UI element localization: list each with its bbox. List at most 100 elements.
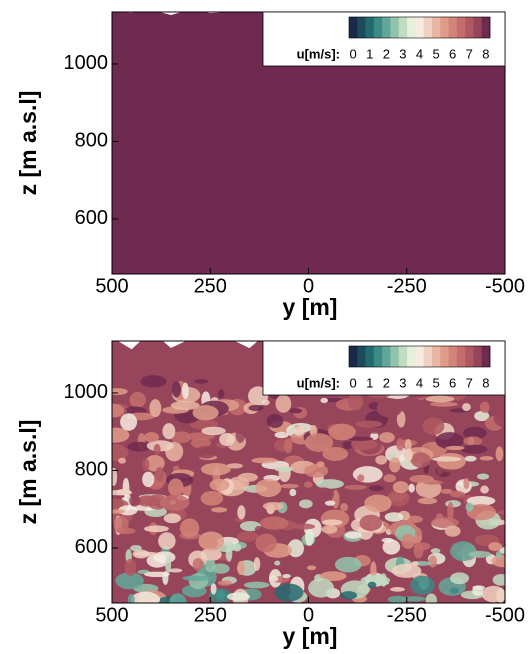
y-tick-label: 600 bbox=[75, 536, 108, 558]
colorbar-tick-label: 5 bbox=[432, 46, 439, 61]
colorbar-tick-label: 4 bbox=[416, 46, 423, 61]
colorbar-swatch bbox=[456, 346, 466, 367]
turbulent-eddy bbox=[254, 525, 263, 534]
turbulent-eddy bbox=[432, 456, 462, 462]
colorbar-swatch bbox=[465, 17, 474, 38]
turbulent-eddy bbox=[334, 556, 362, 573]
turbulent-eddy bbox=[287, 539, 304, 558]
turbulent-eddy bbox=[274, 466, 294, 472]
turbulent-eddy bbox=[464, 455, 477, 462]
turbulent-eddy bbox=[170, 400, 200, 411]
turbulent-eddy bbox=[445, 445, 465, 451]
x-axis-label: y [m] bbox=[283, 294, 338, 320]
turbulent-eddy bbox=[211, 507, 228, 513]
turbulent-eddy bbox=[280, 483, 299, 489]
turbulent-eddy bbox=[118, 457, 126, 464]
turbulent-eddy bbox=[304, 464, 329, 478]
turbulent-eddy bbox=[304, 433, 334, 452]
turbulent-eddy bbox=[376, 398, 403, 418]
turbulent-eddy bbox=[369, 485, 384, 492]
y-tick-label: 1000 bbox=[64, 381, 109, 403]
colorbar-swatch bbox=[349, 346, 358, 367]
turbulent-eddy bbox=[462, 403, 471, 412]
y-axis-label: z [m a.s.l] bbox=[15, 420, 41, 525]
contour-field bbox=[112, 12, 505, 274]
turbulent-eddy bbox=[134, 551, 159, 557]
turbulent-eddy bbox=[181, 450, 197, 467]
turbulent-eddy bbox=[237, 531, 259, 542]
turbulent-eddy bbox=[124, 558, 137, 577]
turbulent-eddy bbox=[232, 543, 242, 552]
turbulent-eddy bbox=[344, 484, 367, 490]
colorbar-swatch bbox=[398, 346, 408, 367]
colorbar-swatch bbox=[473, 346, 483, 367]
colorbar-tick-label: 2 bbox=[383, 375, 390, 390]
turbulent-eddy bbox=[292, 523, 316, 530]
turbulent-eddy bbox=[192, 405, 219, 421]
turbulent-eddy bbox=[142, 471, 155, 488]
turbulent-eddy bbox=[140, 375, 167, 388]
turbulent-eddy bbox=[449, 587, 459, 594]
turbulent-eddy bbox=[200, 490, 224, 506]
turbulent-eddy bbox=[115, 572, 144, 590]
colorbar-swatch bbox=[382, 17, 391, 38]
turbulent-eddy bbox=[417, 497, 438, 505]
turbulent-eddy bbox=[162, 423, 176, 440]
turbulent-eddy bbox=[218, 580, 232, 586]
turbulent-eddy bbox=[190, 437, 212, 449]
turbulent-eddy bbox=[159, 494, 190, 511]
turbulent-eddy bbox=[495, 550, 502, 559]
turbulent-eddy bbox=[266, 413, 284, 429]
turbulent-eddy bbox=[130, 544, 142, 552]
colorbar-tick-label: 3 bbox=[399, 46, 406, 61]
colorbar-label: u[m/s]: bbox=[297, 46, 340, 61]
turbulent-eddy bbox=[462, 426, 487, 440]
colorbar-swatch bbox=[373, 346, 383, 367]
x-tick-label: 250 bbox=[194, 604, 227, 626]
turbulent-eddy bbox=[181, 382, 189, 399]
turbulent-eddy bbox=[118, 505, 138, 516]
turbulent-eddy bbox=[384, 512, 404, 522]
colorbar-tick-label: 8 bbox=[482, 375, 489, 390]
turbulent-eddy bbox=[179, 518, 200, 538]
colorbar-swatch bbox=[365, 17, 375, 38]
turbulent-eddy bbox=[120, 413, 138, 431]
colorbar-swatch bbox=[431, 346, 441, 367]
turbulent-eddy bbox=[278, 463, 291, 483]
turbulent-eddy bbox=[316, 461, 325, 468]
colorbar-swatch bbox=[398, 17, 408, 38]
turbulent-eddy bbox=[274, 583, 304, 602]
colorbar-swatch bbox=[431, 17, 441, 38]
turbulent-eddy bbox=[259, 516, 289, 530]
colorbar-frame bbox=[348, 345, 491, 368]
turbulent-eddy bbox=[255, 533, 277, 553]
turbulent-eddy bbox=[466, 503, 496, 521]
turbulent-eddy bbox=[289, 408, 303, 414]
turbulent-eddy bbox=[392, 481, 409, 494]
turbulent-eddy bbox=[410, 452, 431, 468]
turbulent-eddy bbox=[194, 379, 209, 384]
turbulent-eddy bbox=[127, 593, 135, 603]
turbulent-eddy bbox=[262, 502, 284, 511]
turbulent-eddy bbox=[355, 420, 383, 428]
colorbar-swatch bbox=[407, 346, 416, 367]
turbulent-eddy bbox=[165, 557, 172, 574]
turbulent-eddy bbox=[205, 559, 216, 573]
turbulent-eddy bbox=[401, 596, 426, 602]
turbulent-eddy bbox=[440, 488, 453, 494]
turbulent-eddy bbox=[493, 409, 505, 428]
turbulent-eddy bbox=[425, 395, 455, 403]
turbulent-eddy bbox=[396, 410, 406, 428]
turbulent-eddy bbox=[389, 457, 401, 473]
colorbar-swatch bbox=[456, 17, 466, 38]
turbulent-eddy bbox=[370, 432, 379, 440]
colorbar-swatch bbox=[465, 346, 474, 367]
x-tick-label: 500 bbox=[95, 275, 128, 297]
turbulent-eddy bbox=[340, 591, 358, 600]
turbulent-eddy bbox=[404, 448, 413, 462]
turbulent-eddy bbox=[172, 381, 182, 398]
colorbar-swatch bbox=[390, 346, 400, 367]
turbulent-eddy bbox=[430, 548, 441, 554]
turbulent-eddy bbox=[304, 481, 313, 488]
